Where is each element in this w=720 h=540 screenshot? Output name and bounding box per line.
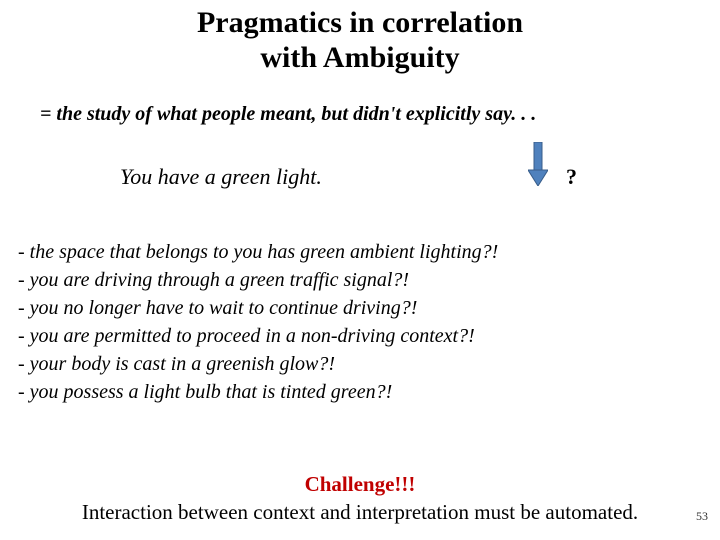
- challenge-label: Challenge!!!: [305, 472, 416, 496]
- list-item: - the space that belongs to you has gree…: [18, 238, 720, 266]
- challenge-block: Challenge!!! Interaction between context…: [0, 471, 720, 526]
- definition-text: = the study of what people meant, but di…: [40, 103, 720, 126]
- list-item: - you possess a light bulb that is tinte…: [18, 378, 720, 406]
- example-sentence: You have a green light.: [120, 164, 322, 190]
- slide-number: 53: [696, 509, 708, 524]
- list-item: - you are permitted to proceed in a non-…: [18, 322, 720, 350]
- list-item: - you are driving through a green traffi…: [18, 266, 720, 294]
- challenge-text: Interaction between context and interpre…: [82, 500, 638, 524]
- list-item: - you no longer have to wait to continue…: [18, 294, 720, 322]
- list-item: - your body is cast in a greenish glow?!: [18, 350, 720, 378]
- slide-title: Pragmatics in correlation with Ambiguity: [0, 0, 720, 75]
- question-mark: ?: [566, 164, 577, 190]
- example-row: You have a green light. ?: [0, 164, 720, 204]
- title-line-1: Pragmatics in correlation: [0, 6, 720, 41]
- down-arrow-icon: [528, 142, 548, 191]
- title-line-2: with Ambiguity: [0, 41, 720, 76]
- interpretations-list: - the space that belongs to you has gree…: [18, 238, 720, 406]
